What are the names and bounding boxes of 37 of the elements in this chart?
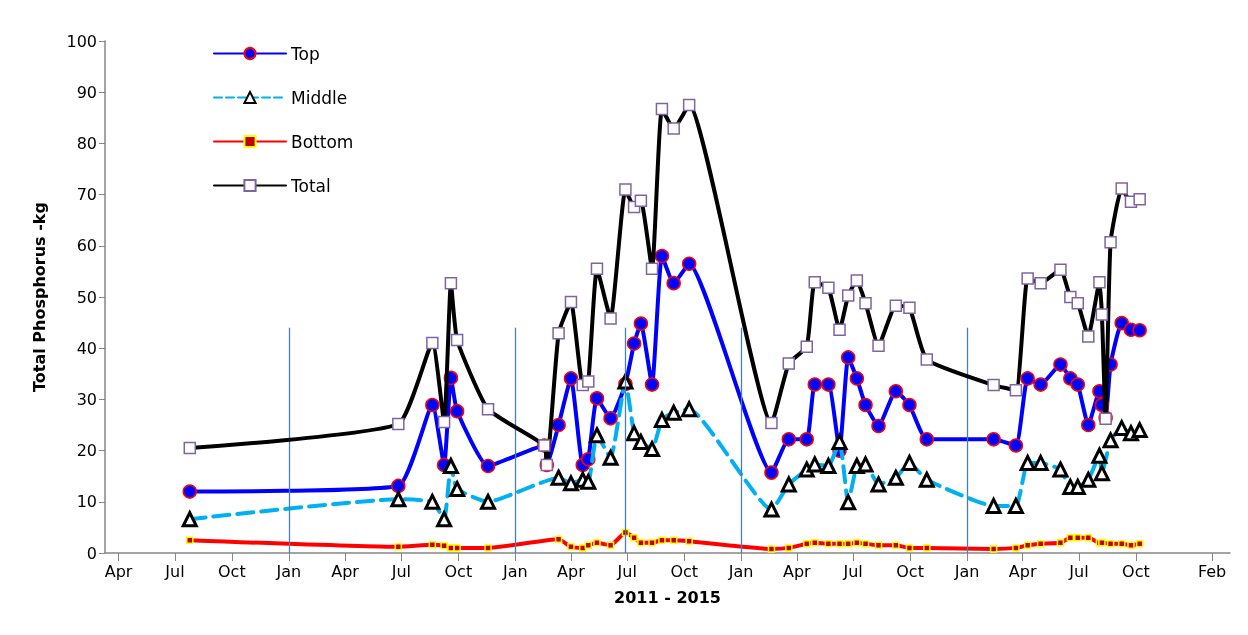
legend-label: Top	[290, 43, 320, 64]
x-tick-label: Jul	[164, 561, 185, 581]
x-tick-label: Feb	[1197, 561, 1227, 581]
legend-label: Bottom	[291, 131, 354, 152]
x-tick-label: Oct	[670, 561, 699, 581]
y-tick-label: 100	[66, 31, 97, 51]
x-tick-label: Apr	[1008, 561, 1037, 581]
x-tick-label: Oct	[896, 561, 924, 581]
y-tick-label: 20	[76, 441, 97, 461]
x-axis-title: 2011 - 2015	[614, 587, 721, 607]
x-tick-label: Apr	[104, 561, 133, 581]
y-tick-label: 0	[86, 543, 97, 563]
x-tick-label: Jul	[390, 561, 412, 581]
x-tick-label: Jul	[1068, 561, 1089, 581]
x-tick-label: Apr	[557, 561, 586, 581]
y-tick-label: 40	[76, 338, 97, 358]
x-tick-label: Oct	[218, 561, 246, 581]
x-tick-label: Apr	[782, 561, 812, 581]
y-tick-label: 50	[76, 287, 97, 307]
x-tick-label: Oct	[444, 561, 473, 581]
legend-label: Middle	[291, 87, 348, 108]
x-tick-label: Jan	[501, 561, 528, 581]
y-tick-label: 10	[76, 492, 97, 512]
legend-label: Total	[290, 175, 331, 196]
y-tick-label: 90	[76, 82, 97, 102]
x-tick-label: Jan	[727, 561, 754, 581]
x-tick-label: Jan	[275, 561, 302, 581]
y-tick-label: 60	[76, 236, 97, 256]
y-tick-label: 70	[76, 185, 97, 205]
x-tick-label: Jul	[616, 561, 637, 581]
x-tick-label: Oct	[1122, 561, 1150, 581]
x-tick-label: Jan	[953, 561, 980, 581]
x-tick-label: Apr	[331, 561, 360, 581]
y-axis-title: Total Phosphorus -kg	[29, 202, 49, 392]
y-tick-label: 30	[76, 389, 97, 409]
x-tick-label: Jul	[842, 561, 863, 581]
y-tick-label: 80	[76, 133, 97, 153]
